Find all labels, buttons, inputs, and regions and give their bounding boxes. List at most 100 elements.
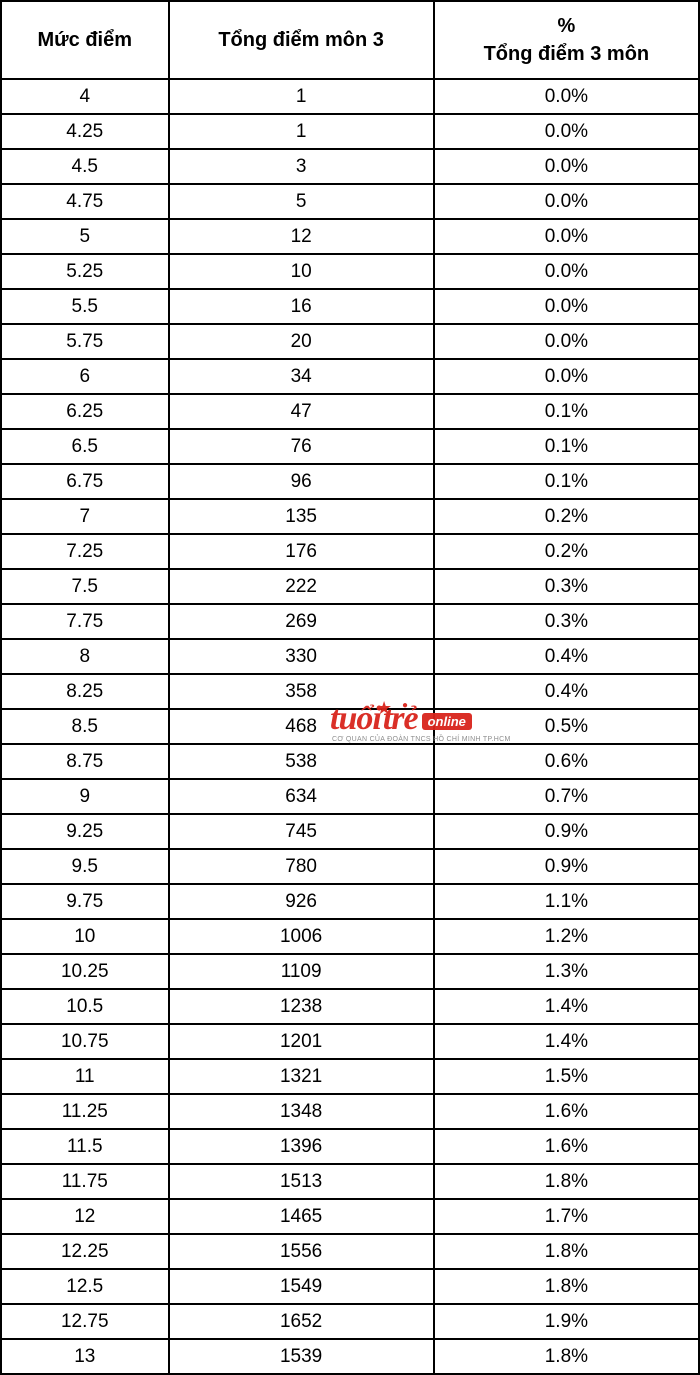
table-row: 11.513961.6% (1, 1129, 699, 1164)
table-row: 4.2510.0% (1, 114, 699, 149)
table-cell: 1.3% (434, 954, 699, 989)
table-cell: 926 (169, 884, 434, 919)
table-cell: 1.7% (434, 1199, 699, 1234)
table-row: 10.7512011.4% (1, 1024, 699, 1059)
table-cell: 9.75 (1, 884, 169, 919)
table-cell: 0.1% (434, 429, 699, 464)
table-cell: 0.3% (434, 604, 699, 639)
table-cell: 1.5% (434, 1059, 699, 1094)
table-cell: 745 (169, 814, 434, 849)
table-cell: 1549 (169, 1269, 434, 1304)
table-cell: 0.1% (434, 394, 699, 429)
table-header: Mức điểm Tổng điểm môn 3 % Tổng điểm 3 m… (1, 1, 699, 79)
table-body: 410.0%4.2510.0%4.530.0%4.7550.0%5120.0%5… (1, 79, 699, 1374)
table-cell: 10 (169, 254, 434, 289)
table-cell: 12 (169, 219, 434, 254)
table-row: 7.251760.2% (1, 534, 699, 569)
table-row: 4.530.0% (1, 149, 699, 184)
table-cell: 1 (169, 114, 434, 149)
table-row: 5.25100.0% (1, 254, 699, 289)
table-cell: 468 (169, 709, 434, 744)
table-cell: 7.5 (1, 569, 169, 604)
table-row: 10.2511091.3% (1, 954, 699, 989)
table-cell: 1652 (169, 1304, 434, 1339)
table-cell: 9.25 (1, 814, 169, 849)
table-cell: 13 (1, 1339, 169, 1374)
table-cell: 7 (1, 499, 169, 534)
table-cell: 634 (169, 779, 434, 814)
table-cell: 10.25 (1, 954, 169, 989)
table-cell: 9.5 (1, 849, 169, 884)
table-cell: 1.4% (434, 989, 699, 1024)
table-cell: 6.5 (1, 429, 169, 464)
table-cell: 5.5 (1, 289, 169, 324)
table-cell: 1.4% (434, 1024, 699, 1059)
table-cell: 11.5 (1, 1129, 169, 1164)
table-cell: 10 (1, 919, 169, 954)
table-cell: 0.7% (434, 779, 699, 814)
table-cell: 1.8% (434, 1339, 699, 1374)
table-cell: 3 (169, 149, 434, 184)
table-row: 7.752690.3% (1, 604, 699, 639)
table-cell: 5 (1, 219, 169, 254)
table-cell: 1238 (169, 989, 434, 1024)
table-row: 5120.0% (1, 219, 699, 254)
header-total-subject-3: Tổng điểm môn 3 (169, 1, 434, 79)
table-cell: 47 (169, 394, 434, 429)
table-row: 12.2515561.8% (1, 1234, 699, 1269)
table-row: 410.0% (1, 79, 699, 114)
table-cell: 20 (169, 324, 434, 359)
table-cell: 6.25 (1, 394, 169, 429)
table-row: 1113211.5% (1, 1059, 699, 1094)
table-cell: 11.75 (1, 1164, 169, 1199)
table-cell: 538 (169, 744, 434, 779)
table-cell: 358 (169, 674, 434, 709)
table-cell: 0.4% (434, 674, 699, 709)
table-row: 6.5760.1% (1, 429, 699, 464)
score-distribution-table: Mức điểm Tổng điểm môn 3 % Tổng điểm 3 m… (0, 0, 700, 1375)
table-cell: 7.25 (1, 534, 169, 569)
header-percent-line1: % (557, 15, 575, 37)
table-row: 6340.0% (1, 359, 699, 394)
table-row: 12.7516521.9% (1, 1304, 699, 1339)
table-cell: 1.8% (434, 1164, 699, 1199)
table-cell: 12.75 (1, 1304, 169, 1339)
table-cell: 0.9% (434, 849, 699, 884)
table-cell: 5 (169, 184, 434, 219)
table-cell: 0.0% (434, 149, 699, 184)
header-percent: % Tổng điểm 3 môn (434, 1, 699, 79)
table-cell: 0.2% (434, 499, 699, 534)
table-cell: 4.75 (1, 184, 169, 219)
table-cell: 269 (169, 604, 434, 639)
table-cell: 1.8% (434, 1234, 699, 1269)
table-cell: 1513 (169, 1164, 434, 1199)
table-cell: 0.2% (434, 534, 699, 569)
table-cell: 4.25 (1, 114, 169, 149)
table-cell: 1396 (169, 1129, 434, 1164)
table-cell: 8.25 (1, 674, 169, 709)
table-cell: 1.8% (434, 1269, 699, 1304)
table-cell: 5.75 (1, 324, 169, 359)
table-row: 6.75960.1% (1, 464, 699, 499)
table-cell: 0.9% (434, 814, 699, 849)
table-cell: 1.9% (434, 1304, 699, 1339)
table-cell: 8 (1, 639, 169, 674)
table-cell: 176 (169, 534, 434, 569)
table-cell: 16 (169, 289, 434, 324)
table-cell: 10.5 (1, 989, 169, 1024)
table-cell: 1.6% (434, 1094, 699, 1129)
table-cell: 0.0% (434, 114, 699, 149)
table-cell: 222 (169, 569, 434, 604)
table-row: 1315391.8% (1, 1339, 699, 1374)
table-cell: 11 (1, 1059, 169, 1094)
table-row: 8.755380.6% (1, 744, 699, 779)
table-cell: 7.75 (1, 604, 169, 639)
table-cell: 0.0% (434, 219, 699, 254)
table-cell: 330 (169, 639, 434, 674)
table-cell: 12 (1, 1199, 169, 1234)
table-cell: 6 (1, 359, 169, 394)
table-cell: 1.2% (434, 919, 699, 954)
header-score-level: Mức điểm (1, 1, 169, 79)
table-cell: 0.0% (434, 79, 699, 114)
table-cell: 0.6% (434, 744, 699, 779)
